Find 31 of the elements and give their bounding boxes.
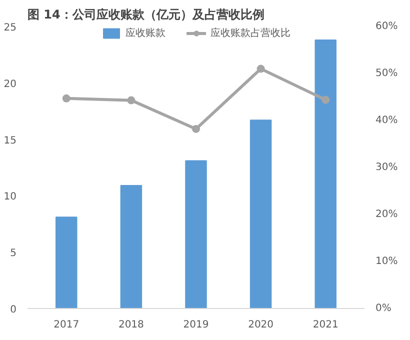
y2-tick-label: 20% bbox=[376, 209, 398, 220]
bar bbox=[56, 216, 78, 308]
bar bbox=[250, 120, 272, 308]
y-tick-label: 20 bbox=[4, 78, 17, 90]
y-tick-label: 15 bbox=[4, 135, 17, 146]
x-tick-label: 2019 bbox=[183, 320, 209, 330]
legend-label: 应收账款占营收比 bbox=[210, 26, 290, 40]
x-tick-label: 2018 bbox=[118, 320, 144, 330]
x-tick-label: 2017 bbox=[54, 320, 80, 330]
y-tick-label: 10 bbox=[4, 192, 17, 203]
y2-tick-label: 0% bbox=[376, 303, 392, 314]
y2-tick-label: 50% bbox=[376, 68, 398, 79]
y2-tick-label: 30% bbox=[376, 162, 398, 173]
point bbox=[322, 96, 330, 104]
bar bbox=[120, 185, 142, 308]
point bbox=[62, 94, 70, 102]
point bbox=[192, 124, 200, 133]
point bbox=[127, 96, 136, 104]
y2-tick-label: 40% bbox=[376, 115, 398, 126]
legend-label: 应收账款 bbox=[126, 26, 166, 40]
y-tick-label: 25 bbox=[4, 22, 17, 34]
x-tick-label: 2020 bbox=[248, 320, 274, 330]
chart-title: 图 14：公司应收账款（亿元）及占营收比例 bbox=[28, 8, 264, 22]
y-tick-label: 5 bbox=[10, 248, 17, 260]
x-tick-label: 2021 bbox=[312, 320, 338, 330]
point bbox=[256, 64, 265, 73]
bar bbox=[185, 160, 207, 308]
y2-tick-label: 10% bbox=[376, 256, 398, 267]
bar bbox=[314, 40, 336, 308]
y-tick-label: 0 bbox=[10, 304, 17, 316]
y2-tick-label: 60% bbox=[376, 21, 398, 32]
